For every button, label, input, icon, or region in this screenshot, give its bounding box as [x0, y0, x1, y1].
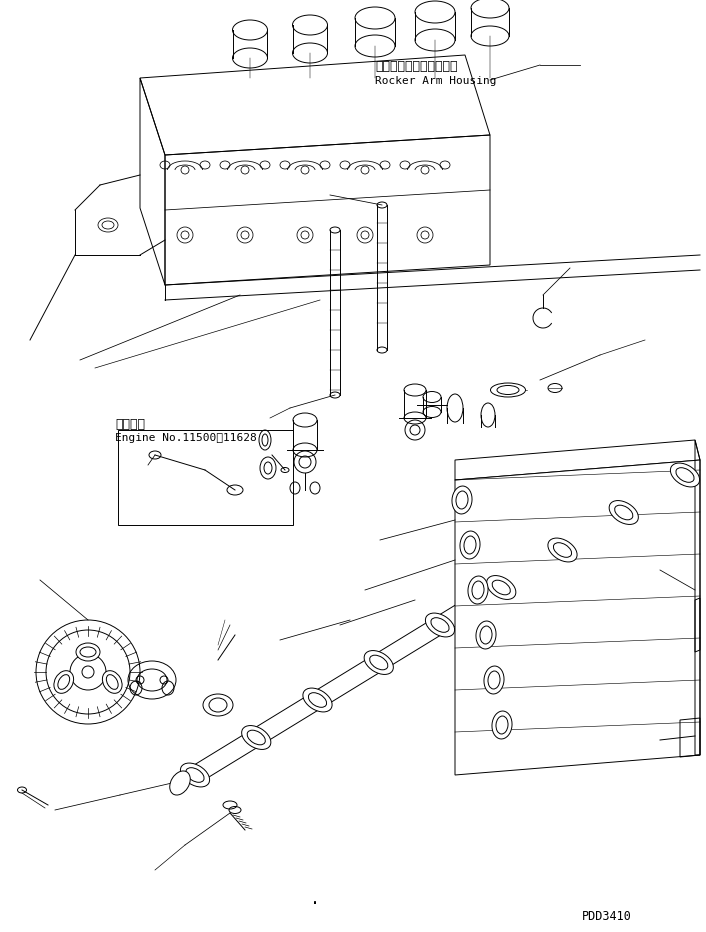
- Ellipse shape: [203, 694, 233, 716]
- Bar: [118, 430, 293, 525]
- Ellipse shape: [496, 716, 508, 734]
- Ellipse shape: [480, 626, 492, 644]
- Polygon shape: [455, 460, 700, 775]
- Ellipse shape: [58, 675, 70, 690]
- Ellipse shape: [452, 486, 472, 514]
- Ellipse shape: [554, 542, 572, 557]
- Ellipse shape: [492, 581, 510, 595]
- Ellipse shape: [472, 581, 484, 599]
- Ellipse shape: [464, 536, 476, 554]
- Ellipse shape: [431, 618, 449, 632]
- Ellipse shape: [426, 613, 455, 637]
- Ellipse shape: [609, 500, 638, 525]
- Ellipse shape: [671, 463, 700, 487]
- Text: Rocker Arm Housing: Rocker Arm Housing: [375, 76, 496, 86]
- Ellipse shape: [102, 671, 122, 693]
- Ellipse shape: [548, 538, 577, 562]
- Ellipse shape: [484, 666, 504, 694]
- Text: PDD3410: PDD3410: [582, 910, 632, 923]
- Ellipse shape: [486, 576, 516, 599]
- Ellipse shape: [181, 763, 210, 787]
- Ellipse shape: [80, 647, 96, 657]
- Ellipse shape: [491, 383, 525, 397]
- Ellipse shape: [209, 698, 227, 712]
- Ellipse shape: [241, 725, 271, 749]
- Ellipse shape: [309, 692, 327, 707]
- Ellipse shape: [76, 643, 100, 661]
- Polygon shape: [455, 440, 700, 480]
- Ellipse shape: [497, 386, 519, 394]
- Ellipse shape: [476, 621, 496, 649]
- Ellipse shape: [303, 688, 332, 712]
- Ellipse shape: [247, 730, 265, 745]
- Ellipse shape: [676, 468, 694, 483]
- Text: 適用号機: 適用号機: [115, 418, 145, 431]
- Ellipse shape: [615, 505, 633, 520]
- Ellipse shape: [54, 671, 73, 693]
- Ellipse shape: [488, 671, 500, 689]
- Ellipse shape: [364, 651, 393, 675]
- Ellipse shape: [492, 711, 512, 739]
- Ellipse shape: [370, 655, 388, 670]
- Ellipse shape: [169, 771, 190, 795]
- Ellipse shape: [456, 491, 468, 509]
- Ellipse shape: [107, 675, 118, 690]
- Ellipse shape: [468, 576, 488, 604]
- Ellipse shape: [186, 768, 204, 782]
- Text: .: .: [310, 890, 320, 908]
- Text: ロッカアームハウジング: ロッカアームハウジング: [375, 60, 457, 73]
- Ellipse shape: [460, 531, 480, 559]
- Text: Engine No.11500～11628: Engine No.11500～11628: [115, 433, 257, 443]
